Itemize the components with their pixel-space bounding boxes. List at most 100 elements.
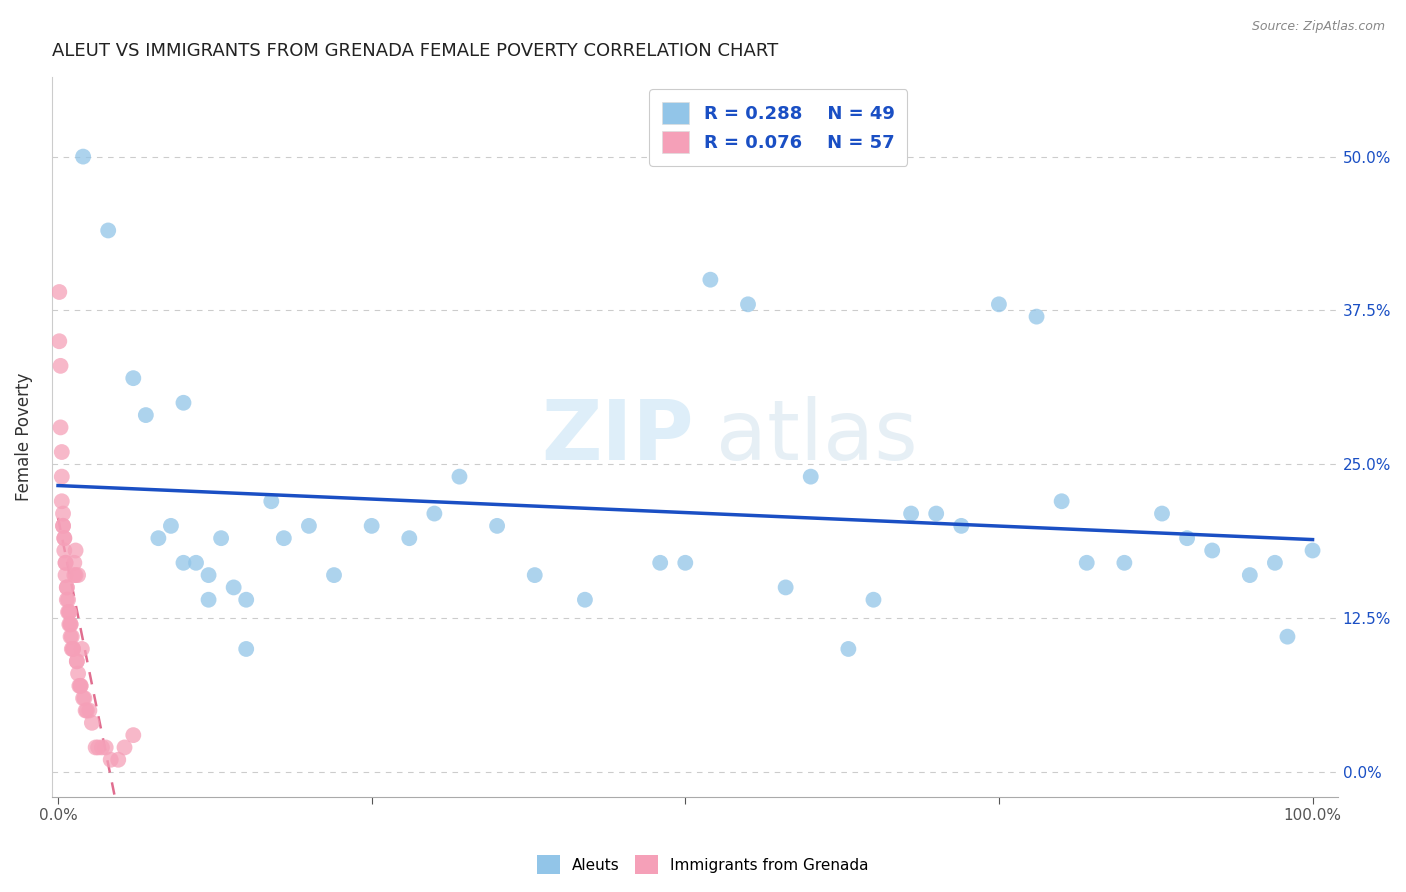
Point <box>837 642 859 657</box>
Point <box>56 592 79 607</box>
Point <box>398 531 420 545</box>
Point <box>197 592 219 607</box>
Point <box>76 704 98 718</box>
Point <box>59 617 82 632</box>
Point <box>66 654 89 668</box>
Point <box>1025 310 1047 324</box>
Point <box>172 556 194 570</box>
Point <box>48 285 70 299</box>
Point <box>235 642 257 657</box>
Text: Source: ZipAtlas.com: Source: ZipAtlas.com <box>1251 20 1385 33</box>
Legend: R = 0.288    N = 49, R = 0.076    N = 57: R = 0.288 N = 49, R = 0.076 N = 57 <box>650 89 907 166</box>
Point <box>53 531 76 545</box>
Point <box>73 691 96 706</box>
Point <box>737 297 759 311</box>
Point <box>52 519 75 533</box>
Point <box>135 408 157 422</box>
Point <box>60 642 83 657</box>
Point <box>1076 556 1098 570</box>
Point <box>800 469 823 483</box>
Point <box>48 334 70 349</box>
Point <box>122 371 145 385</box>
Point <box>222 581 245 595</box>
Point <box>58 617 80 632</box>
Point <box>67 679 90 693</box>
Point <box>49 420 72 434</box>
Point <box>56 581 79 595</box>
Point <box>65 568 87 582</box>
Text: ZIP: ZIP <box>541 396 693 477</box>
Point <box>67 666 90 681</box>
Point <box>53 531 76 545</box>
Point <box>160 519 183 533</box>
Point <box>673 556 696 570</box>
Point <box>107 753 129 767</box>
Point <box>699 273 721 287</box>
Point <box>1239 568 1261 582</box>
Point <box>62 642 84 657</box>
Point <box>1150 507 1173 521</box>
Point <box>65 543 87 558</box>
Point <box>449 469 471 483</box>
Point <box>97 223 120 237</box>
Point <box>80 715 103 730</box>
Point <box>69 679 91 693</box>
Legend: Aleuts, Immigrants from Grenada: Aleuts, Immigrants from Grenada <box>531 849 875 880</box>
Point <box>59 617 82 632</box>
Point <box>523 568 546 582</box>
Point <box>51 469 73 483</box>
Point <box>66 654 89 668</box>
Point <box>1201 543 1223 558</box>
Point <box>79 704 101 718</box>
Point <box>273 531 295 545</box>
Point <box>75 704 97 718</box>
Point <box>775 581 797 595</box>
Point <box>1175 531 1198 545</box>
Point <box>862 592 884 607</box>
Point <box>114 740 136 755</box>
Point <box>1050 494 1073 508</box>
Point <box>56 605 79 619</box>
Point <box>900 507 922 521</box>
Point <box>423 507 446 521</box>
Point <box>1302 543 1324 558</box>
Point <box>69 679 91 693</box>
Point <box>298 519 321 533</box>
Point <box>63 556 86 570</box>
Point <box>260 494 283 508</box>
Point <box>950 519 973 533</box>
Point <box>209 531 232 545</box>
Point <box>925 507 948 521</box>
Point <box>55 556 77 570</box>
Text: ALEUT VS IMMIGRANTS FROM GRENADA FEMALE POVERTY CORRELATION CHART: ALEUT VS IMMIGRANTS FROM GRENADA FEMALE … <box>52 42 778 60</box>
Point <box>51 445 73 459</box>
Point <box>87 740 110 755</box>
Point <box>55 556 77 570</box>
Point <box>650 556 672 570</box>
Point <box>53 543 76 558</box>
Text: atlas: atlas <box>716 396 918 477</box>
Point <box>323 568 346 582</box>
Point <box>987 297 1010 311</box>
Point <box>56 581 79 595</box>
Point <box>52 507 75 521</box>
Point <box>52 519 75 533</box>
Point <box>148 531 170 545</box>
Point <box>1264 556 1286 570</box>
Point <box>122 728 145 742</box>
Y-axis label: Female Poverty: Female Poverty <box>15 373 32 500</box>
Point <box>63 568 86 582</box>
Point <box>184 556 207 570</box>
Point <box>49 359 72 373</box>
Point <box>58 605 80 619</box>
Point <box>235 592 257 607</box>
Point <box>90 740 112 755</box>
Point <box>72 150 94 164</box>
Point <box>172 396 194 410</box>
Point <box>486 519 509 533</box>
Point <box>56 592 79 607</box>
Point <box>60 630 83 644</box>
Point <box>58 605 80 619</box>
Point <box>197 568 219 582</box>
Point <box>62 642 84 657</box>
